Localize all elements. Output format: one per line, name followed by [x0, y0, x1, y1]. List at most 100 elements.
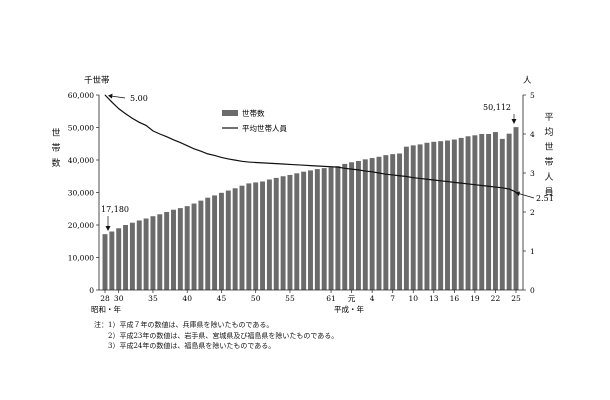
bar-29	[301, 171, 307, 290]
line-point-26	[282, 163, 284, 165]
bar-41	[383, 155, 389, 291]
right-tick-label-3: 3	[530, 169, 535, 178]
left-tick-label-4: 40,000	[68, 156, 94, 165]
x-tick-label-15: 22	[491, 294, 501, 303]
line-point-7	[152, 130, 154, 132]
line-point-53	[467, 183, 469, 185]
left-tick-label-1: 10,000	[68, 254, 94, 263]
annotation-first-size-label: 5.00	[130, 94, 148, 103]
bar-30	[308, 170, 313, 290]
line-point-59	[508, 188, 510, 190]
annotation-last-households-arrowhead	[511, 119, 517, 124]
line-point-5	[138, 121, 140, 123]
average-household-size-points	[104, 94, 517, 193]
bar-51	[451, 139, 457, 290]
line-point-36	[351, 168, 352, 170]
line-point-10	[173, 139, 174, 141]
x-era-heisei: 平成・年	[334, 304, 364, 314]
line-point-15	[207, 153, 209, 155]
legend-line-label: 平均世帯人員	[242, 123, 287, 133]
bar-15	[205, 197, 211, 290]
annotation-first-size-arrowhead	[108, 93, 113, 99]
line-point-39	[371, 171, 373, 173]
line-point-6	[145, 125, 147, 126]
bar-5	[136, 220, 142, 290]
bar-53	[465, 136, 471, 290]
x-tick-label-16: 25	[511, 294, 521, 303]
right-tick-label-5: 5	[530, 91, 535, 100]
bar-49	[438, 141, 444, 290]
line-point-52	[460, 182, 462, 184]
bar-13	[191, 203, 197, 290]
legend-bar-swatch	[222, 110, 238, 116]
line-point-22	[255, 162, 257, 163]
line-point-51	[453, 181, 455, 183]
line-point-34	[337, 166, 339, 168]
footnote-3: 3）平成24年の数値は、福島県を除いたものである。	[94, 342, 276, 350]
x-tick-label-0: 28	[100, 294, 110, 303]
line-point-18	[227, 158, 229, 160]
bar-19	[232, 188, 238, 290]
bar-12	[184, 206, 190, 290]
line-point-1	[111, 101, 113, 103]
x-tick-label-13: 16	[450, 294, 460, 303]
bar-45	[410, 145, 416, 291]
line-point-20	[241, 160, 243, 162]
x-tick-label-11: 10	[408, 294, 418, 303]
x-tick-label-9: 4	[370, 294, 375, 303]
line-point-14	[200, 150, 202, 152]
bar-23	[260, 181, 266, 290]
bar-2	[116, 228, 122, 290]
bar-20	[239, 185, 245, 290]
bar-40	[376, 156, 382, 290]
line-point-16	[214, 155, 216, 156]
x-tick-label-8: 元	[348, 294, 356, 303]
x-tick-label-1: 30	[114, 294, 124, 303]
line-point-21	[248, 161, 250, 163]
line-point-30	[310, 165, 311, 166]
line-point-4	[132, 118, 133, 119]
bar-43	[397, 153, 403, 290]
left-axis-label: 世帯数	[51, 129, 61, 169]
bar-59	[506, 133, 512, 290]
bar-6	[143, 218, 149, 290]
bar-10	[171, 209, 176, 290]
bar-7	[150, 216, 156, 290]
bar-36	[349, 162, 355, 290]
line-point-40	[378, 172, 380, 174]
bar-0	[102, 234, 108, 290]
bar-47	[424, 142, 430, 290]
bar-31	[314, 169, 320, 290]
left-axis-ticks: 0 10,000 20,000 30,000 40,000 50,000 60,000	[68, 91, 99, 295]
bar-34	[335, 166, 341, 290]
line-point-38	[364, 170, 366, 172]
bar-44	[403, 146, 409, 290]
bar-37	[355, 160, 361, 290]
footnote-2: 2）平成23年の数値は、岩手県、宮城県及び福島県を除いたものである。	[94, 331, 339, 340]
line-point-46	[419, 178, 421, 179]
line-point-42	[392, 174, 394, 176]
line-point-33	[330, 166, 332, 168]
bar-16	[212, 195, 218, 290]
line-point-31	[316, 165, 318, 167]
line-point-13	[193, 148, 195, 150]
line-point-55	[481, 185, 483, 186]
bar-56	[486, 134, 492, 290]
legend-bar-label: 世帯数	[242, 108, 265, 118]
x-tick-label-5: 50	[251, 294, 261, 303]
line-point-57	[495, 186, 496, 188]
annotation-last-size-arrowhead	[515, 191, 520, 196]
line-point-28	[296, 164, 298, 166]
bar-22	[253, 182, 259, 290]
bar-38	[362, 159, 368, 290]
annotation-first-size-arrow	[110, 95, 126, 99]
line-point-56	[488, 185, 489, 187]
line-point-43	[399, 175, 400, 177]
right-tick-label-0: 0	[530, 286, 535, 295]
bar-57	[492, 132, 498, 290]
bar-18	[225, 190, 231, 290]
line-point-32	[323, 165, 325, 167]
bar-27	[287, 174, 293, 290]
right-tick-label-4: 4	[530, 130, 535, 139]
